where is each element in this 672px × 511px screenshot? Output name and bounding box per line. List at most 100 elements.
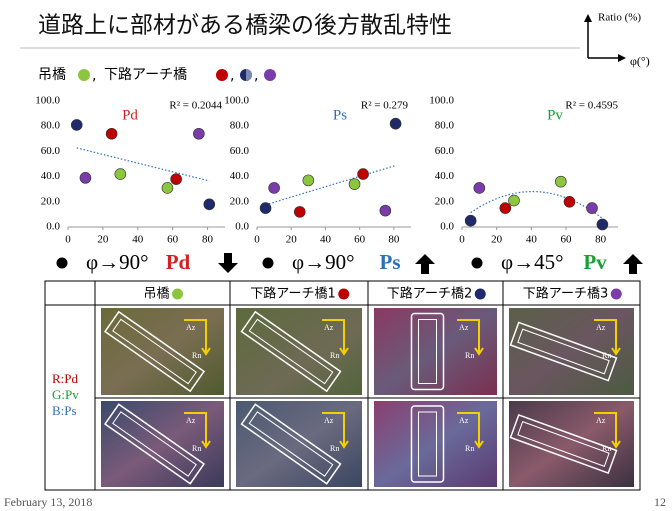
rn-label: Rn: [330, 444, 339, 453]
x-tick-label: 40: [132, 234, 144, 246]
r-squared: R² = 0.279: [361, 100, 409, 112]
x-tick-label: 80: [595, 234, 607, 246]
legend-dot: [264, 69, 276, 81]
y-tick-label: 0.0: [46, 221, 60, 233]
x-tick-label: 0: [459, 234, 465, 246]
y-tick-label: 20.0: [41, 195, 61, 207]
header-dot: [338, 289, 349, 300]
legend-dot: [216, 69, 228, 81]
x-tick-label: 60: [167, 234, 179, 246]
footer-date: February 13, 2018: [4, 495, 92, 509]
y-tick-label: 0.0: [440, 221, 454, 233]
header-dot: [611, 289, 622, 300]
chart-title: Pv: [547, 107, 563, 123]
header-dot: [475, 289, 486, 300]
x-tick-label: 60: [354, 234, 366, 246]
condition-name: Pd: [166, 250, 191, 274]
point: [193, 128, 204, 139]
az-label: Az: [596, 323, 606, 332]
y-tick-label: 100.0: [224, 95, 249, 107]
legend-arch: 下路アーチ橋: [104, 67, 187, 83]
point: [80, 172, 91, 183]
header-dot: [172, 289, 183, 300]
legend-separator: ,: [254, 68, 258, 84]
chart-title: Ps: [333, 107, 347, 123]
condition-name: Pv: [583, 250, 607, 274]
x-tick-label: 80: [202, 234, 214, 246]
slide: 道路上に部材がある橋梁の後方散乱特性 Ratio (%) φ(°) 吊橋 , 下…: [0, 0, 672, 511]
y-tick-label: 40.0: [230, 170, 250, 182]
point: [358, 169, 369, 180]
y-tick-label: 20.0: [230, 195, 250, 207]
bullet: [57, 258, 68, 269]
rn-label: Rn: [192, 351, 201, 360]
az-label: Az: [324, 416, 334, 425]
column-header: 下路アーチ橋3: [523, 286, 609, 302]
legend-separator: ,: [92, 68, 96, 84]
point: [564, 196, 575, 207]
point: [587, 203, 598, 214]
bullet: [263, 258, 274, 269]
x-tick-label: 20: [286, 234, 298, 246]
point: [380, 205, 391, 216]
channel-label: B:Ps: [52, 403, 77, 418]
chart-title: Pd: [122, 107, 138, 123]
y-tick-label: 60.0: [435, 145, 455, 157]
key-y-label: Ratio (%): [598, 12, 641, 24]
x-tick-label: 20: [97, 234, 109, 246]
rn-label: Rn: [465, 444, 474, 453]
column-header: 吊橋: [143, 287, 169, 302]
point: [555, 176, 566, 187]
point: [171, 174, 182, 185]
y-tick-label: 40.0: [435, 170, 455, 182]
point: [71, 119, 82, 130]
az-label: Az: [324, 323, 334, 332]
x-tick-label: 60: [561, 234, 573, 246]
y-tick-label: 100.0: [35, 95, 60, 107]
channel-label: G:Pv: [52, 387, 79, 402]
legend-dot: [78, 69, 90, 81]
r-squared: R² = 0.4595: [565, 100, 618, 112]
x-tick-label: 40: [320, 234, 332, 246]
az-label: Az: [186, 416, 196, 425]
point: [597, 219, 608, 230]
channel-label: R:Pd: [52, 371, 79, 386]
x-tick-label: 20: [491, 234, 503, 246]
rn-label: Rn: [602, 351, 611, 360]
rn-label: Rn: [465, 351, 474, 360]
point: [115, 169, 126, 180]
condition: φ→90°: [292, 250, 355, 274]
rn-label: Rn: [192, 444, 201, 453]
az-label: Az: [459, 416, 469, 425]
column-header: 下路アーチ橋2: [387, 286, 473, 302]
point: [474, 182, 485, 193]
bullet: [472, 258, 483, 269]
y-tick-label: 80.0: [435, 120, 455, 132]
y-tick-label: 0.0: [235, 221, 249, 233]
x-tick-label: 0: [65, 234, 71, 246]
rn-label: Rn: [602, 444, 611, 453]
legend-separator: ,: [230, 68, 234, 84]
x-tick-label: 40: [526, 234, 538, 246]
x-tick-label: 80: [388, 234, 400, 246]
point: [390, 118, 401, 129]
point: [349, 179, 360, 190]
x-tick-label: 0: [254, 234, 260, 246]
condition-name: Ps: [380, 250, 401, 274]
legend-suspension: 吊橋: [38, 67, 66, 83]
point: [500, 203, 511, 214]
y-tick-label: 60.0: [230, 145, 250, 157]
point: [260, 203, 271, 214]
az-label: Az: [459, 323, 469, 332]
az-label: Az: [186, 323, 196, 332]
point: [509, 195, 520, 206]
y-tick-label: 80.0: [41, 120, 61, 132]
y-tick-label: 100.0: [429, 95, 454, 107]
az-label: Az: [596, 416, 606, 425]
rn-label: Rn: [330, 351, 339, 360]
column-header: 下路アーチ橋1: [250, 286, 336, 302]
point: [269, 182, 280, 193]
y-tick-label: 20.0: [435, 195, 455, 207]
y-tick-label: 80.0: [230, 120, 250, 132]
condition: φ→45°: [501, 250, 564, 274]
